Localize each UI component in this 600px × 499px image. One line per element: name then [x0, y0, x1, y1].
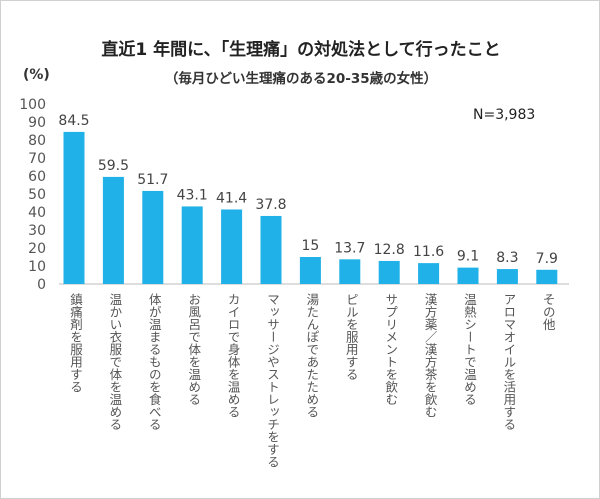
bar: [418, 263, 440, 284]
category-label: 温かい衣服で体を温める: [107, 293, 123, 431]
category-label: 鎮痛剤を服用する: [68, 293, 83, 393]
y-tick-label: 40: [28, 205, 46, 221]
chart-subtitle: （毎月ひどい生理痛のある20-35歳の女性）: [164, 71, 438, 87]
y-tick-label: 0: [37, 277, 46, 293]
category-label: アロマオイルを活用する: [501, 293, 517, 431]
category-label: 湯たんぽであたためる: [304, 293, 320, 418]
data-label: 11.6: [413, 244, 444, 260]
bar: [457, 267, 479, 284]
category-label: 体が温まるものを食べる: [146, 293, 162, 431]
data-label: 84.5: [58, 113, 89, 129]
data-label: 8.3: [496, 250, 518, 266]
y-tick-label: 80: [28, 133, 46, 149]
category-label: 漢方薬／漢方茶を飲む: [422, 293, 438, 418]
y-tick-label: 10: [28, 259, 46, 275]
bar: [378, 260, 400, 284]
category-label: その他: [540, 293, 556, 331]
bar: [142, 190, 164, 284]
data-label: 9.1: [457, 249, 479, 265]
category-label: カイロで身体を温める: [225, 293, 241, 418]
data-label: 59.5: [98, 158, 129, 174]
category-label: マッサージやストレッチをする: [265, 293, 280, 468]
chart-title: 直近1 年間に、「生理痛」の対処法として行ったこと: [101, 40, 501, 60]
data-label: 51.7: [137, 172, 168, 188]
bar: [102, 176, 124, 284]
data-label: 41.4: [216, 190, 247, 206]
bar: [496, 269, 518, 284]
bar: [181, 206, 203, 284]
data-label: 12.8: [374, 242, 405, 258]
y-tick-label: 20: [28, 241, 46, 257]
y-tick-label: 30: [28, 223, 46, 239]
y-tick-label: 90: [28, 115, 46, 131]
y-tick-label: 50: [28, 187, 46, 203]
y-axis-unit: (%): [23, 67, 50, 83]
bar: [536, 269, 558, 284]
y-tick-label: 100: [19, 97, 46, 113]
data-label: 43.1: [177, 187, 208, 203]
y-tick-label: 70: [28, 151, 46, 167]
bar: [339, 259, 361, 284]
data-label: 13.7: [334, 240, 365, 256]
category-label: サプリメントを飲む: [383, 293, 399, 406]
y-tick-label: 60: [28, 169, 46, 185]
data-label: 15: [301, 238, 319, 254]
category-label: 温熱シートで温める: [462, 293, 477, 406]
data-label: 7.9: [536, 251, 558, 267]
sample-size-annotation: N=3,983: [473, 107, 536, 123]
bar: [260, 215, 282, 284]
category-label: お風呂で体を温める: [186, 293, 202, 406]
category-label: ピルを服用する: [343, 293, 359, 381]
bar: [221, 209, 243, 284]
bar: [63, 131, 85, 284]
bar: [299, 257, 321, 284]
data-label: 37.8: [255, 197, 286, 213]
